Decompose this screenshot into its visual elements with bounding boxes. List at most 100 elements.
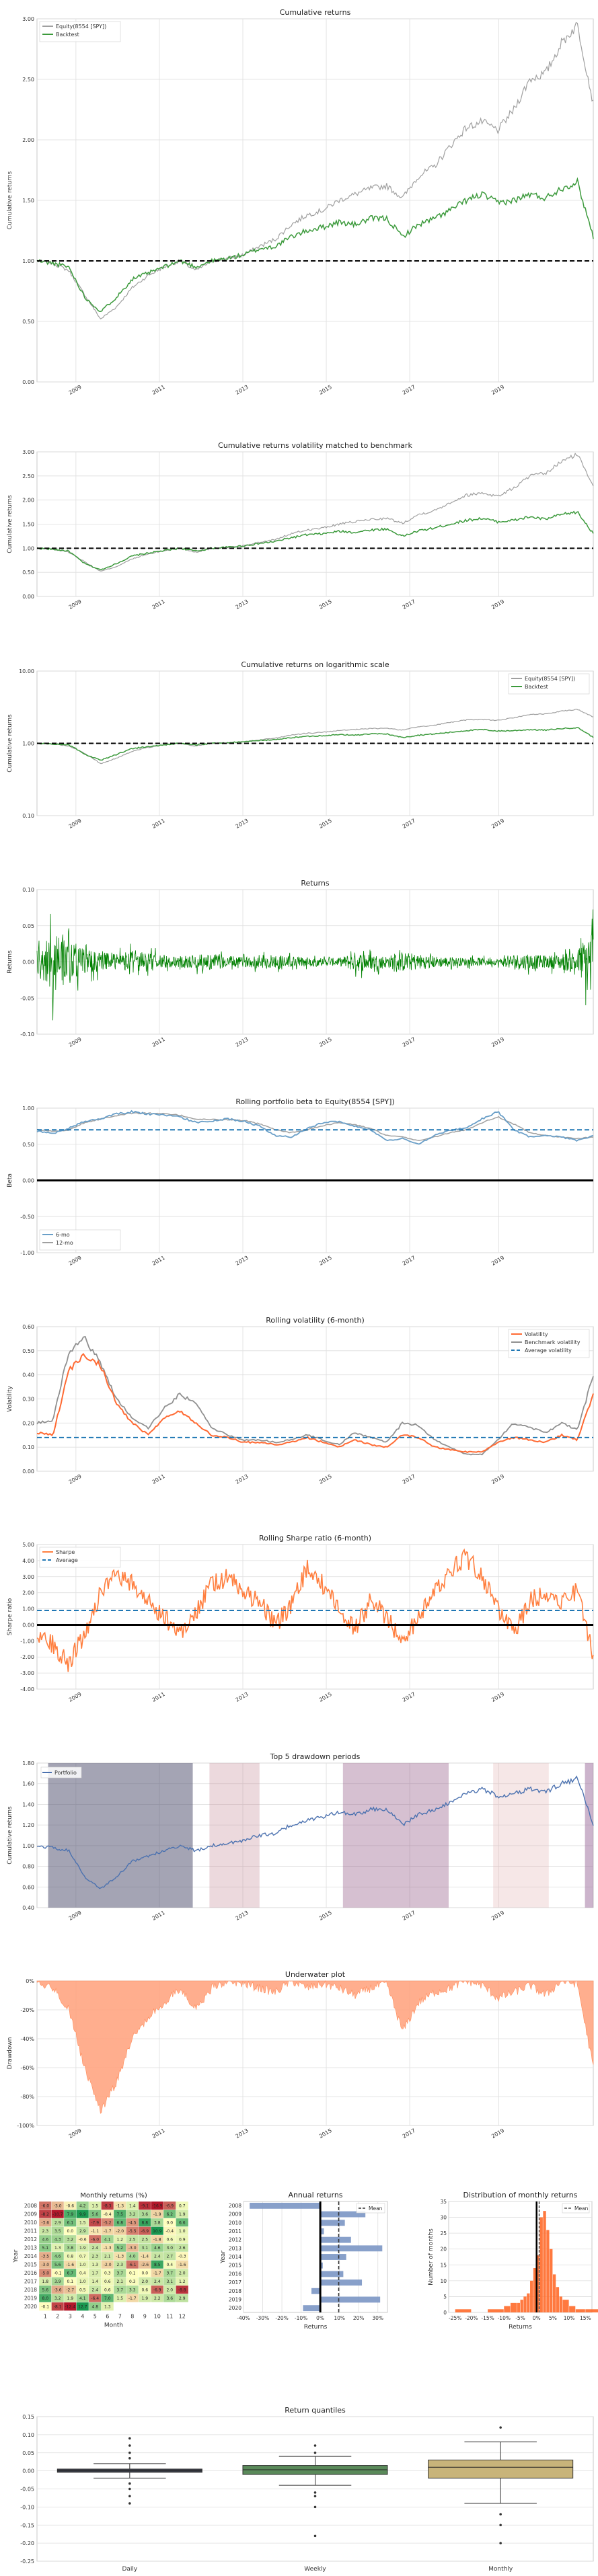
- y-tick-label: -80%: [20, 2094, 34, 2100]
- y-tick-label: 0.00: [22, 379, 34, 385]
- heatmap-cell-value: 1.0: [79, 2263, 86, 2267]
- annual-return-bar: [303, 2305, 321, 2312]
- y-tick-label: 2014: [229, 2254, 241, 2260]
- heatmap-cell-value: -5.2: [104, 2221, 112, 2226]
- drawdown-period-span: [48, 1763, 193, 1908]
- heatmap-cell-value: -3.6: [54, 2288, 62, 2293]
- legend-item: Average: [56, 1557, 78, 1563]
- outlier-point: [499, 2513, 502, 2515]
- y-tick-label: -20%: [20, 2007, 34, 2013]
- heatmap-cell-value: 8.8: [141, 2221, 148, 2226]
- y-tick-label: 2008: [229, 2203, 241, 2209]
- heatmap-row-label: 2013: [24, 2245, 37, 2251]
- x-tick-label: -5%: [515, 2315, 525, 2321]
- heatmap-cell-value: 2.4: [91, 2246, 98, 2251]
- heatmap-row-label: 2014: [24, 2253, 37, 2259]
- chart-title: Cumulative returns volatility matched to…: [218, 441, 412, 450]
- heatmap-col-label: 7: [118, 2314, 122, 2320]
- histogram-bar: [527, 2293, 530, 2312]
- annual-return-bar: [320, 2254, 346, 2260]
- annual-return-bar: [320, 2296, 381, 2303]
- y-tick-label: 1.50: [22, 198, 34, 204]
- y-tick-label: 2.00: [22, 1590, 34, 1596]
- heatmap-cell-value: 1.0: [79, 2279, 86, 2284]
- annual-return-bar: [320, 2262, 323, 2269]
- heatmap-cell-value: 9.9: [79, 2212, 86, 2217]
- heatmap-cell-value: 6.8: [116, 2221, 123, 2226]
- heatmap-cell-value: -1.7: [153, 2271, 161, 2276]
- heatmap-cell-value: -1.9: [153, 2212, 161, 2217]
- heatmap-cell-value: 1.8: [42, 2279, 48, 2284]
- heatmap-cell-value: 3.8: [154, 2221, 161, 2226]
- heatmap-cell-value: 1.9: [141, 2296, 148, 2301]
- heatmap-cell-value: 1.5: [91, 2204, 98, 2209]
- heatmap-cell-value: 10.9: [153, 2229, 162, 2234]
- x-tick-label: 2013: [235, 598, 250, 611]
- legend-item: Average volatility: [525, 1348, 572, 1354]
- heatmap-cell-value: 1.2: [179, 2279, 186, 2284]
- histogram-bar: [455, 2309, 472, 2312]
- x-tick-label: -40%: [237, 2315, 250, 2321]
- x-tick-label: -30%: [256, 2315, 269, 2321]
- heatmap-cell-value: 2.7: [166, 2255, 173, 2259]
- legend-item: Portfolio: [54, 1770, 77, 1776]
- x-tick-label: 2009: [68, 1910, 83, 1922]
- heatmap-cell-value: 2.9: [54, 2221, 61, 2226]
- chart-title: Returns: [301, 879, 330, 888]
- outlier-point: [128, 2495, 131, 2498]
- y-tick-label: 35: [440, 2199, 447, 2205]
- x-axis-label: Month: [104, 2323, 123, 2329]
- x-tick-label: 2011: [151, 1473, 166, 1485]
- y-tick-label: 2.50: [22, 77, 34, 83]
- y-tick-label: 1.00: [22, 1105, 34, 1111]
- chart-title: Rolling volatility (6-month): [266, 1316, 365, 1325]
- x-tick-label: 2009: [68, 1691, 83, 1703]
- heatmap-cell-value: 2.3: [116, 2263, 123, 2267]
- y-tick-label: -0.15: [20, 2522, 34, 2528]
- heatmap-cell-value: 4.8: [91, 2305, 98, 2310]
- x-tick-label: 2019: [490, 1691, 505, 1703]
- legend-item: Volatility: [525, 1331, 548, 1337]
- y-tick-label: 0.40: [22, 1905, 34, 1911]
- y-tick-label: 2020: [229, 2305, 241, 2311]
- heatmap-cell-value: 3.6: [141, 2212, 148, 2217]
- y-tick-label: 2016: [229, 2271, 241, 2277]
- heatmap-cell-value: 1.3: [54, 2246, 61, 2251]
- heatmap-cell: [138, 2302, 151, 2311]
- chart-title: Distribution of monthly returns: [463, 2191, 578, 2199]
- chart-title: Cumulative returns: [280, 8, 351, 17]
- heatmap-cell-value: 3.2: [54, 2296, 61, 2301]
- x-tick-label: 2017: [402, 1691, 416, 1703]
- x-tick-label: 2013: [235, 2128, 250, 2140]
- x-tick-label: 2019: [490, 1473, 505, 1485]
- heatmap-cell-value: -3.0: [41, 2263, 49, 2267]
- heatmap-cell-value: 8.0: [42, 2296, 48, 2301]
- y-tick-label: 0.10: [22, 2432, 34, 2438]
- y-tick-label: 3.00: [22, 1574, 34, 1580]
- heatmap-cell-value: 2.1: [116, 2279, 123, 2284]
- monthly-returns-heatmap: Monthly returns (%) 2008 -6.0 -3.0 -0.6 4.2 1.…: [13, 2192, 189, 2329]
- heatmap-cell-value: 3.0: [166, 2246, 173, 2251]
- legend-item: Backtest: [525, 684, 548, 690]
- heatmap-cell-value: 7.9: [67, 2212, 73, 2217]
- x-tick-label: 2011: [151, 1691, 166, 1703]
- y-tick-label: 20: [440, 2247, 447, 2253]
- heatmap-cell-value: 1.4: [91, 2279, 98, 2284]
- y-tick-label: -60%: [20, 2065, 34, 2071]
- heatmap-cell-value: 3.7: [116, 2271, 123, 2276]
- y-tick-label: 2010: [229, 2220, 241, 2226]
- heatmap-col-label: 9: [143, 2314, 147, 2320]
- y-tick-label: 0.10: [22, 1444, 34, 1450]
- x-tick-label: 2009: [68, 384, 83, 396]
- y-tick-label: 1.40: [22, 1801, 34, 1807]
- x-axis-label: Returns: [304, 2324, 328, 2331]
- y-tick-label: 10: [440, 2278, 447, 2284]
- heatmap-row-label: 2017: [24, 2279, 37, 2285]
- heatmap-row-label: 2019: [24, 2296, 37, 2302]
- y-tick-label: 2009: [229, 2212, 241, 2218]
- histogram-bar: [488, 2309, 504, 2312]
- y-tick-label: -3.00: [20, 1670, 34, 1676]
- chart-title: Rolling portfolio beta to Equity(8554 [S…: [235, 1097, 394, 1106]
- backtest-series-line: [36, 510, 594, 571]
- heatmap-row-label: 2015: [24, 2262, 37, 2268]
